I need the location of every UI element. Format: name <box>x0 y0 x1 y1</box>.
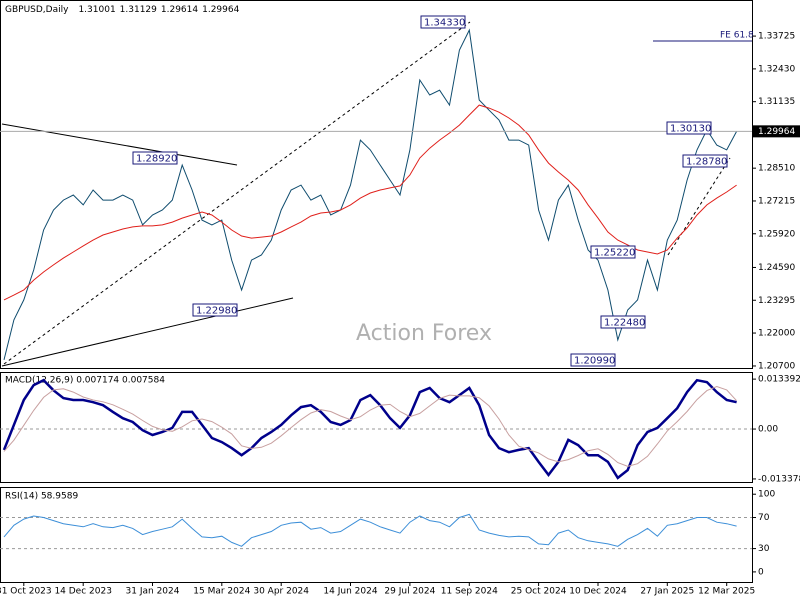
x-tick-label: 10 Dec 2024 <box>569 587 627 597</box>
y-tick-label: 1.33725 <box>758 32 795 42</box>
price-annotation: 1.25220 <box>590 245 636 259</box>
macd-frame <box>0 372 753 483</box>
ohlc-value: 1.31001 <box>78 5 115 15</box>
annotation-box <box>682 154 728 168</box>
annotation-label: 1.20990 <box>574 356 615 367</box>
y-tick-label: 1.27215 <box>758 196 795 206</box>
y-tick-label: 1.20700 <box>758 361 795 371</box>
price-annotation: 1.30130 <box>666 121 712 135</box>
fe-label: FE 61.8 <box>720 31 754 41</box>
rsi-frame <box>0 487 753 583</box>
x-tick-label: 12 Mar 2025 <box>698 587 755 597</box>
chart-title: GBPUSD,Daily 1.31001 1.31129 1.29614 1.29964 <box>5 5 240 15</box>
y-tick-label: 0.00 <box>758 425 778 435</box>
annotation-label: 1.30130 <box>670 124 711 135</box>
y-tick-label: 1.31135 <box>758 97 795 107</box>
last-price-box <box>753 125 800 138</box>
annotation-box <box>570 353 616 367</box>
last-price-label: 1.29964 <box>758 127 795 137</box>
panel-frames <box>0 0 753 583</box>
annotation-label: 1.28920 <box>136 154 177 165</box>
annotation-label: 1.25220 <box>594 248 635 259</box>
x-tick-label: 11 Sep 2024 <box>441 587 498 597</box>
trend-lines <box>1 21 731 367</box>
x-tick-label: 30 Apr 2024 <box>253 587 309 597</box>
symbol: GBPUSD,Daily <box>5 5 69 15</box>
y-tick-label: 1.28510 <box>758 164 795 174</box>
annotation-box <box>132 151 178 165</box>
annotation-label: 1.34330 <box>424 18 465 29</box>
y-tick-label: 1.22000 <box>758 329 795 339</box>
x-tick-label: 15 Mar 2024 <box>193 587 250 597</box>
y-tick-label: 70 <box>758 513 770 523</box>
annotation-box <box>600 315 646 329</box>
x-tick-label: 14 Dec 2023 <box>54 587 112 597</box>
price-annotation: 1.28920 <box>132 151 178 165</box>
panel-title: RSI(14) 58.9589 <box>5 492 78 502</box>
price-annotation: 1.22980 <box>192 303 238 317</box>
trend-line <box>1 297 294 367</box>
watermark: Action Forex <box>356 321 492 346</box>
x-tick-label: 29 Jul 2024 <box>384 587 435 597</box>
series-line <box>3 513 737 547</box>
y-tick-label: 1.23295 <box>758 296 795 306</box>
annotation-label: 1.22480 <box>604 318 645 329</box>
trend-line <box>3 21 471 365</box>
trend-line <box>1 123 238 166</box>
ohlc-value: 1.31129 <box>120 5 157 15</box>
annotation-label: 1.28780 <box>686 157 727 168</box>
annotation-box <box>192 303 238 317</box>
price-frame <box>0 0 753 369</box>
annotation-box <box>666 121 712 135</box>
y-tick-label: 1.32430 <box>758 64 795 74</box>
y-tick-label: 30 <box>758 544 770 554</box>
panel-title: MACD(12,26,9) 0.007174 0.007584 <box>5 376 165 386</box>
y-tick-label: 0 <box>758 567 764 577</box>
price-annotation: 1.20990 <box>570 353 616 367</box>
y-tick-label: 1.24590 <box>758 263 795 273</box>
ohlc-value: 1.29614 <box>161 5 198 15</box>
y-tick-label: 0.013392 <box>758 375 800 385</box>
x-tick-label: 31 Jan 2024 <box>126 587 180 597</box>
x-tick-label: 27 Jan 2025 <box>640 587 694 597</box>
x-tick-label: 31 Oct 2023 <box>0 587 52 597</box>
series-line <box>3 104 737 301</box>
x-tick-label: 14 Jun 2024 <box>323 587 377 597</box>
series-line <box>2 378 737 480</box>
ohlc-value: 1.29964 <box>202 5 239 15</box>
annotation-box <box>420 15 466 29</box>
annotation-label: 1.22980 <box>196 306 237 317</box>
y-tick-label: -0.013378 <box>758 474 800 484</box>
annotation-box <box>590 245 636 259</box>
y-tick-label: 100 <box>758 490 775 500</box>
price-annotation: 1.28780 <box>682 154 728 168</box>
x-tick-label: 25 Oct 2024 <box>511 587 567 597</box>
price-annotation: 1.22480 <box>600 315 646 329</box>
trend-line <box>667 157 731 256</box>
y-tick-label: 1.25920 <box>758 229 795 239</box>
price-annotation: 1.34330 <box>420 15 466 29</box>
series-line <box>3 385 737 467</box>
